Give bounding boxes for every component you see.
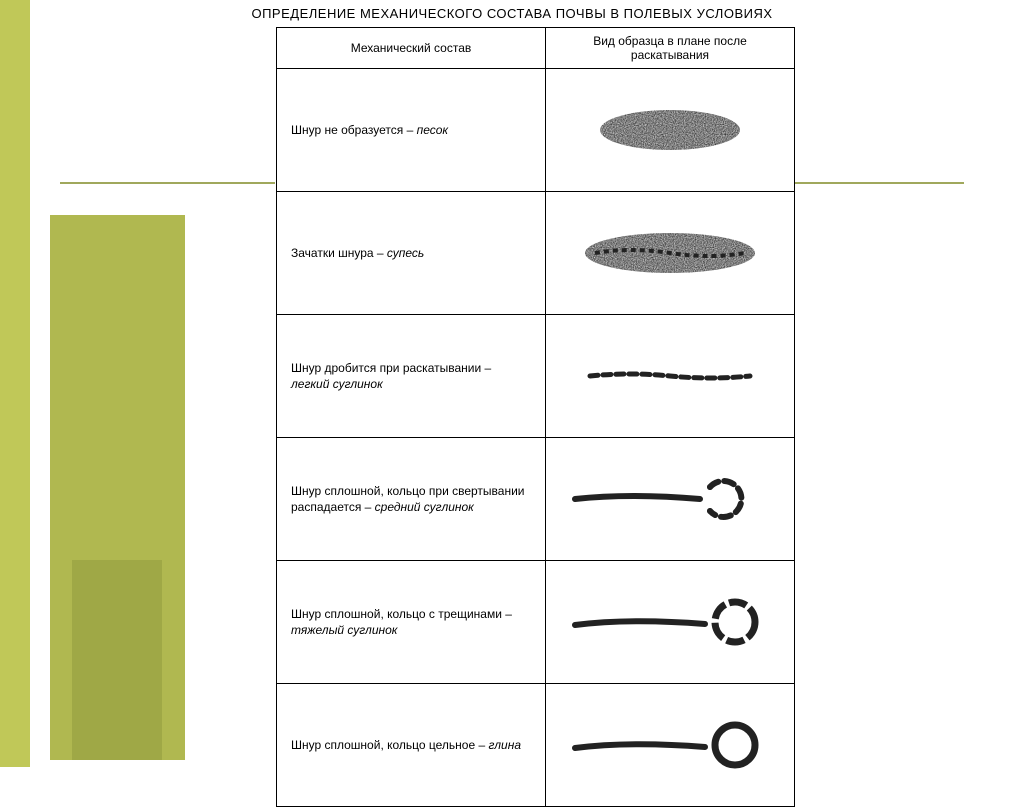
lower-block-inner [72, 560, 162, 760]
sample-cell [546, 561, 795, 684]
desc-text: Зачатки шнура – [291, 246, 387, 260]
desc-cell: Шнур сплошной, кольцо с трещинами – тяже… [277, 561, 546, 684]
table-header-row: Механический состав Вид образца в плане … [277, 28, 795, 69]
desc-cell: Зачатки шнура – супесь [277, 192, 546, 315]
sample-cell [546, 438, 795, 561]
desc-cell: Шнур не образуется – песок [277, 69, 546, 192]
sidebar-stripe [0, 0, 30, 767]
desc-em: глина [488, 738, 521, 752]
sample-cell [546, 192, 795, 315]
heavy-loam-icon [560, 592, 780, 652]
table-row: Шнур не образуется – песок [277, 69, 795, 192]
table-row: Шнур сплошной, кольцо при свертывании ра… [277, 438, 795, 561]
desc-text: Шнур дробится при раскатывании – [291, 361, 491, 375]
col-header-1: Механический состав [277, 28, 546, 69]
desc-text: Шнур сплошной, кольцо цельное – [291, 738, 488, 752]
desc-em: легкий суглинок [291, 377, 383, 391]
col-header-2: Вид образца в плане после раскатывания [546, 28, 795, 69]
page-title: ОПРЕДЕЛЕНИЕ МЕХАНИЧЕСКОГО СОСТАВА ПОЧВЫ … [0, 6, 1024, 21]
desc-em: супесь [387, 246, 424, 260]
desc-text: Шнур сплошной, кольцо с трещинами – [291, 607, 512, 621]
top-rule-left [60, 182, 275, 184]
sample-cell [546, 684, 795, 807]
table-row: Шнур сплошной, кольцо цельное – глина [277, 684, 795, 807]
sand-cloud-icon [580, 100, 760, 160]
desc-em: тяжелый суглинок [291, 623, 397, 637]
table-row: Зачатки шнура – супесь [277, 192, 795, 315]
desc-cell: Шнур сплошной, кольцо цельное – глина [277, 684, 546, 807]
desc-em: песок [417, 123, 448, 137]
table-row: Шнур сплошной, кольцо с трещинами – тяже… [277, 561, 795, 684]
sandy-loam-icon [570, 223, 770, 283]
desc-em: средний суглинок [375, 500, 474, 514]
desc-cell: Шнур сплошной, кольцо при свертывании ра… [277, 438, 546, 561]
sample-cell [546, 69, 795, 192]
soil-table: Механический состав Вид образца в плане … [276, 27, 795, 807]
light-loam-icon [570, 356, 770, 396]
desc-cell: Шнур дробится при раскатывании – легкий … [277, 315, 546, 438]
table-row: Шнур дробится при раскатывании – легкий … [277, 315, 795, 438]
sample-cell [546, 315, 795, 438]
clay-icon [560, 715, 780, 775]
desc-text: Шнур не образуется – [291, 123, 417, 137]
medium-loam-icon [560, 469, 780, 529]
top-rule-right [784, 182, 964, 184]
